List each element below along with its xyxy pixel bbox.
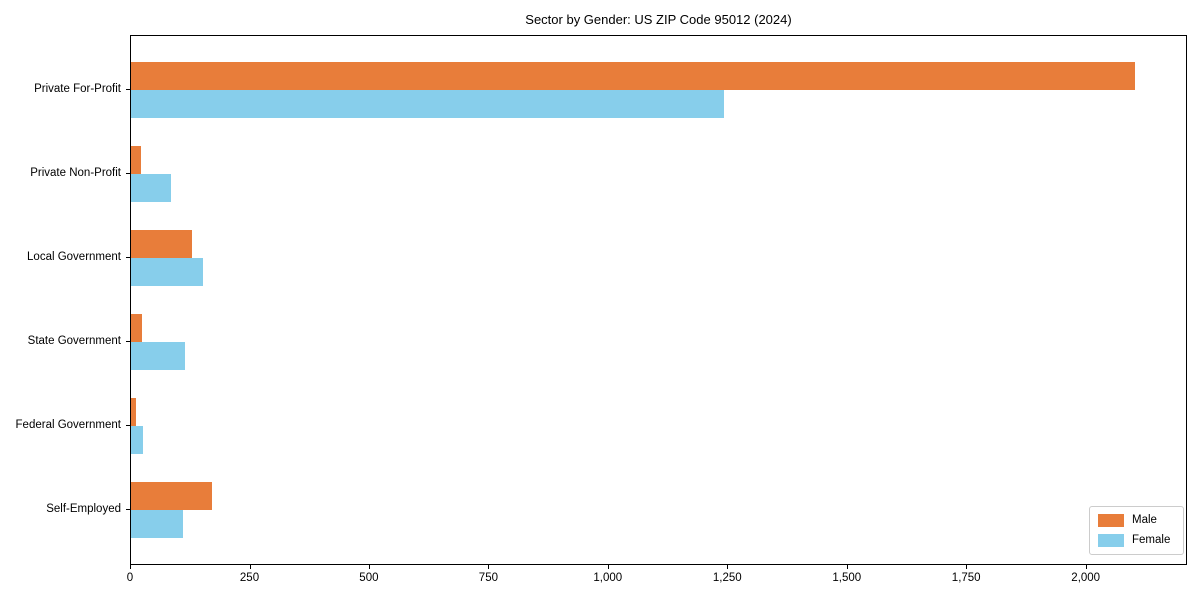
bar-female-self-employed xyxy=(131,510,183,538)
y-tick-mark xyxy=(126,509,130,510)
chart-title: Sector by Gender: US ZIP Code 95012 (202… xyxy=(525,12,792,27)
y-tick-mark xyxy=(126,425,130,426)
bar-female-state-government xyxy=(131,342,185,370)
legend-label-female: Female xyxy=(1132,534,1171,546)
x-tick-label: 250 xyxy=(239,572,260,584)
y-tick-label-private-for-profit: Private For-Profit xyxy=(34,83,121,95)
bar-male-private-non-profit xyxy=(131,146,141,174)
bar-female-private-for-profit xyxy=(131,90,724,118)
plot-area xyxy=(130,35,1187,565)
y-tick-mark xyxy=(126,257,130,258)
x-tick-mark xyxy=(966,565,968,569)
x-tick-mark xyxy=(488,565,490,569)
legend-item-male: Male xyxy=(1098,514,1175,527)
y-tick-mark xyxy=(126,173,130,174)
legend-item-female: Female xyxy=(1098,534,1175,547)
bar-female-federal-government xyxy=(131,426,143,454)
x-tick-label: 2,000 xyxy=(1071,572,1101,584)
bar-female-private-non-profit xyxy=(131,174,171,202)
bar-male-state-government xyxy=(131,314,142,342)
x-tick-mark xyxy=(727,565,729,569)
x-tick-label: 1,500 xyxy=(832,572,862,584)
x-tick-mark xyxy=(368,565,370,569)
bar-male-self-employed xyxy=(131,482,213,510)
bar-male-local-government xyxy=(131,230,192,258)
x-tick-label: 0 xyxy=(126,572,134,584)
legend: Male Female xyxy=(1089,506,1184,555)
x-tick-mark xyxy=(846,565,848,569)
x-tick-label: 1,250 xyxy=(712,572,742,584)
y-tick-label-self-employed: Self-Employed xyxy=(46,503,121,515)
x-tick-mark xyxy=(607,565,609,569)
y-tick-label-state-government: State Government xyxy=(27,335,121,347)
y-tick-label-local-government: Local Government xyxy=(27,251,121,263)
bar-male-private-for-profit xyxy=(131,62,1135,90)
legend-label-male: Male xyxy=(1132,514,1157,526)
y-tick-label-federal-government: Federal Government xyxy=(15,419,121,431)
x-tick-label: 1,750 xyxy=(951,572,981,584)
y-tick-mark xyxy=(126,89,130,90)
x-tick-label: 750 xyxy=(478,572,498,584)
male-swatch xyxy=(1098,514,1124,527)
x-tick-mark xyxy=(1085,565,1087,569)
x-tick-mark xyxy=(130,565,131,569)
x-tick-mark xyxy=(249,565,251,569)
bar-male-federal-government xyxy=(131,398,136,426)
y-tick-label-private-non-profit: Private Non-Profit xyxy=(30,167,121,179)
bar-female-local-government xyxy=(131,258,204,286)
y-tick-mark xyxy=(126,341,130,342)
x-tick-label: 500 xyxy=(359,572,379,584)
x-tick-label: 1,000 xyxy=(593,572,623,584)
female-swatch xyxy=(1098,534,1124,547)
